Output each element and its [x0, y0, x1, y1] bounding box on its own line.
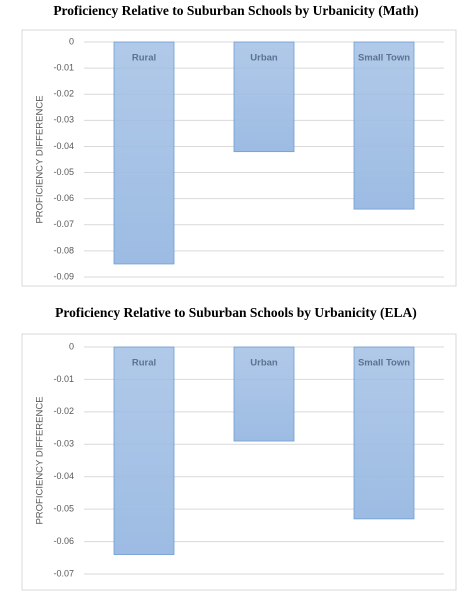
y-tick-label: -0.07	[53, 219, 74, 229]
chart-title: Proficiency Relative to Suburban Schools…	[53, 3, 418, 18]
y-tick-label: -0.03	[53, 439, 74, 449]
y-tick-label: -0.06	[53, 193, 74, 203]
bar	[353, 41, 415, 210]
y-tick-label: -0.02	[53, 89, 74, 99]
y-axis-label: PROFICIENCY DIFFERENCE	[35, 95, 46, 223]
y-tick-label: -0.02	[53, 406, 74, 416]
chart-title: Proficiency Relative to Suburban Schools…	[55, 305, 417, 320]
y-tick-label: -0.01	[53, 62, 74, 72]
y-tick-label: -0.03	[53, 115, 74, 125]
y-tick-label: 0	[69, 341, 74, 351]
y-tick-label: -0.07	[53, 568, 74, 578]
y-axis-label: PROFICIENCY DIFFERENCE	[35, 396, 46, 524]
category-label: Rural	[132, 53, 156, 64]
y-tick-label: -0.01	[53, 374, 74, 384]
y-tick-label: -0.08	[53, 245, 74, 255]
category-label: Small Town	[358, 53, 410, 64]
bar	[113, 41, 175, 265]
bar	[233, 346, 295, 442]
category-label: Small Town	[358, 358, 410, 369]
category-label: Rural	[132, 358, 156, 369]
y-tick-label: -0.05	[53, 504, 74, 514]
category-label: Urban	[250, 358, 278, 369]
y-tick-label: -0.09	[53, 271, 74, 281]
bar	[233, 41, 295, 153]
y-tick-label: -0.05	[53, 167, 74, 177]
bar	[113, 346, 175, 555]
y-tick-label: -0.04	[53, 141, 74, 151]
y-tick-label: -0.04	[53, 471, 74, 481]
category-label: Urban	[250, 53, 278, 64]
y-tick-label: -0.06	[53, 536, 74, 546]
bar	[353, 346, 415, 520]
y-tick-label: 0	[69, 36, 74, 46]
